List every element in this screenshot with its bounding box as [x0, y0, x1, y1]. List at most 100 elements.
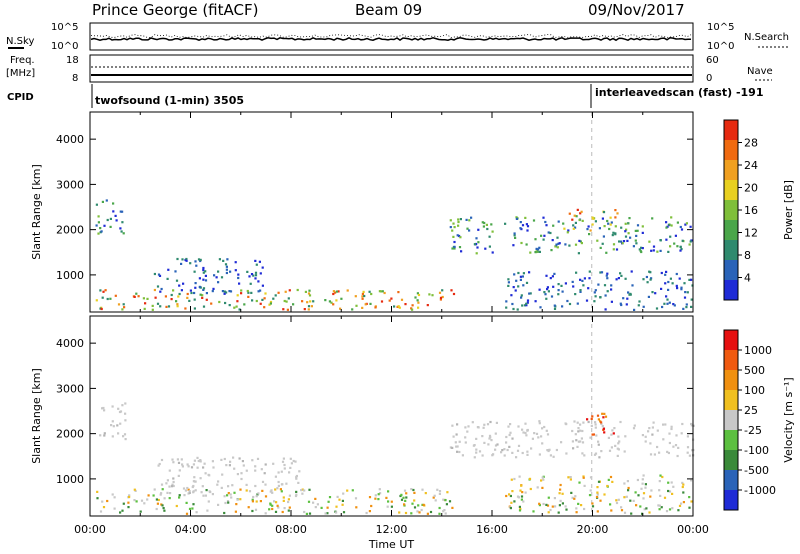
echo-point-0-546 — [507, 284, 510, 287]
echo-point-0-308 — [543, 234, 546, 237]
echo-point-1-322 — [216, 483, 219, 486]
echo-point-1-626 — [641, 482, 644, 485]
echo-point-0-363 — [466, 227, 469, 230]
echo-point-0-294 — [460, 250, 463, 253]
echo-point-0-124 — [186, 296, 189, 299]
echo-point-1-664 — [597, 480, 601, 483]
echo-point-1-497 — [507, 425, 510, 428]
echo-point-1-410 — [461, 454, 464, 457]
echo-point-1-333 — [245, 469, 248, 472]
echo-point-0-325 — [550, 249, 553, 252]
echo-point-1-634 — [596, 486, 599, 489]
echo-point-0-551 — [526, 301, 529, 304]
echo-point-1-616 — [606, 484, 609, 488]
echo-point-1-657 — [682, 501, 685, 504]
echo-point-1-581 — [634, 491, 637, 494]
echo-point-1-707 — [561, 492, 564, 495]
echo-point-0-214 — [257, 280, 260, 283]
echo-point-0-407 — [484, 247, 487, 250]
echo-point-1-144 — [155, 507, 158, 511]
echo-point-1-368 — [538, 420, 541, 423]
echo-point-1-545 — [594, 426, 597, 429]
echo-point-1-487 — [535, 432, 539, 435]
echo-point-0-535 — [637, 304, 640, 307]
echo-point-0-641 — [522, 272, 525, 275]
echo-point-0-310 — [656, 250, 659, 253]
colorbar-segment — [724, 390, 738, 411]
echo-point-1-379 — [651, 433, 654, 436]
echo-point-0-479 — [614, 225, 617, 228]
echo-point-1-600 — [627, 486, 630, 490]
echo-point-0-526 — [664, 282, 667, 285]
echo-point-0-25 — [264, 292, 267, 295]
echo-point-0-625 — [560, 284, 563, 287]
echo-point-0-416 — [602, 235, 605, 238]
echo-point-1-216 — [434, 499, 437, 502]
echo-point-0-545 — [620, 303, 623, 307]
colorbar-segment — [724, 140, 738, 161]
echo-point-1-331 — [236, 473, 239, 476]
echo-point-1-610 — [541, 486, 544, 489]
echo-point-0-504 — [519, 278, 522, 281]
echo-point-1-214 — [127, 506, 130, 509]
echo-point-0-29 — [441, 289, 444, 292]
echo-point-1-100 — [421, 503, 424, 506]
echo-point-0-4 — [103, 224, 106, 227]
echo-point-1-142 — [133, 499, 136, 502]
echo-point-1-200 — [328, 496, 332, 499]
echo-point-0-605 — [526, 299, 530, 302]
echo-point-1-717 — [649, 495, 652, 498]
echo-point-0-459 — [453, 226, 456, 229]
echo-point-0-51 — [144, 302, 147, 305]
echo-point-1-640 — [642, 497, 645, 500]
echo-point-1-611 — [672, 485, 675, 488]
echo-point-0-425 — [674, 234, 677, 237]
echo-point-1-406 — [662, 423, 665, 426]
echo-point-1-593 — [583, 507, 586, 511]
echo-point-1-522 — [533, 432, 536, 435]
echo-point-1-255 — [192, 463, 195, 466]
echo-point-1-455 — [476, 426, 479, 429]
echo-point-0-234 — [160, 287, 163, 291]
echo-point-0-290 — [612, 243, 616, 246]
echo-point-1-329 — [160, 483, 164, 486]
echo-point-0-300 — [605, 251, 608, 254]
echo-point-0-134 — [417, 306, 420, 309]
echo-point-0-263 — [193, 291, 196, 295]
echo-point-0-10 — [119, 210, 122, 213]
echo-point-0-629 — [510, 294, 513, 297]
echo-point-0-381 — [468, 229, 471, 232]
echo-point-1-509 — [686, 451, 689, 454]
echo-point-1-317 — [251, 459, 254, 462]
echo-point-1-426 — [580, 437, 583, 440]
echo-point-0-132 — [339, 307, 342, 310]
echo-point-0-126 — [201, 296, 204, 299]
echo-point-0-130 — [122, 303, 125, 306]
echo-point-1-33 — [187, 492, 190, 495]
echo-point-1-645 — [682, 491, 685, 494]
echo-point-1-430 — [456, 445, 459, 448]
nsearch-label: N.Search — [744, 32, 789, 43]
echo-point-1-173 — [438, 512, 441, 515]
echo-point-1-519 — [490, 439, 493, 442]
echo-point-1-63 — [354, 497, 358, 500]
echo-point-1-490 — [613, 427, 616, 430]
echo-point-1-625 — [670, 481, 673, 484]
echo-point-0-99 — [370, 292, 373, 296]
echo-point-1-95 — [251, 500, 254, 503]
echo-point-1-301 — [272, 462, 275, 465]
echo-point-0-116 — [95, 299, 98, 302]
echo-point-1-668 — [658, 508, 661, 511]
echo-point-1-230 — [240, 477, 243, 481]
echo-point-1-271 — [177, 474, 180, 477]
echo-point-0-119 — [398, 306, 401, 309]
echo-point-0-26 — [240, 292, 243, 295]
echo-point-0-375 — [482, 225, 485, 228]
y-tick-label: 4000 — [56, 337, 84, 350]
echo-point-0-385 — [534, 238, 537, 241]
echo-point-0-644 — [528, 271, 531, 274]
echo-point-0-628 — [557, 289, 560, 292]
echo-point-1-308 — [240, 472, 243, 475]
echo-point-0-5 — [100, 230, 103, 233]
echo-point-1-269 — [281, 460, 285, 463]
